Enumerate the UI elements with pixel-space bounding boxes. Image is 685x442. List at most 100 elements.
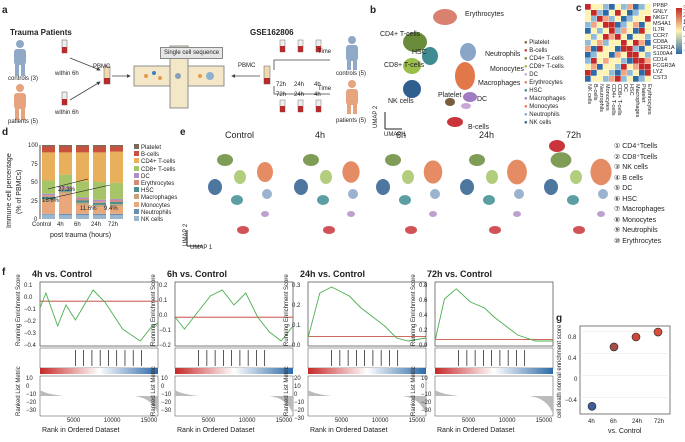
dotplot-xtick: 4h: [588, 419, 595, 425]
umap-e-cluster: [261, 211, 269, 217]
heatmap-cell: [627, 10, 633, 16]
time-bottom-72h: 72h: [276, 92, 287, 98]
time-label-bottom: Time: [318, 86, 332, 92]
heatmap-cell: [639, 52, 645, 58]
dotplot-xtick: 6h: [610, 419, 617, 425]
panel-label-e: e: [180, 127, 186, 138]
time-top-24h: 24h: [294, 82, 305, 88]
stack-segment-b-cells: [76, 146, 89, 153]
stackbar-legend-item: CD8+ T-cells: [134, 165, 175, 173]
dotplot-ytick-2: 0: [574, 377, 578, 383]
annot-27-3: 27.3%: [58, 187, 76, 193]
legend-label: Macrophages: [141, 195, 178, 202]
heatmap-cell: [603, 22, 609, 28]
dot-6h: [609, 342, 619, 352]
gsea-ytick: −0.2: [159, 343, 171, 349]
gsea-ytick: 0.2: [159, 283, 168, 289]
gsea-running-score: [39, 289, 159, 342]
legend-label: HSC: [141, 188, 154, 195]
gsea-title: 4h vs. Control: [32, 269, 93, 279]
heatmap-cell: [585, 28, 591, 34]
heatmap-cell: [615, 16, 621, 22]
heatmap-gene-label: PPBP: [653, 3, 668, 9]
stack-segment-neutrophils: [110, 213, 123, 216]
gsea-ylabel-top: Running Enrichment Score: [16, 274, 22, 346]
umap-e-legend-item: ④ B cells: [614, 174, 643, 182]
gsea-xtick: 15000: [535, 418, 553, 424]
heatmap-cell: [621, 10, 627, 16]
stack-segment-dc: [59, 186, 72, 188]
heatmap-gene-label: CCR7: [653, 33, 668, 39]
gsea-ytick: −0.3: [24, 331, 36, 337]
gsea-bottom-tick: −10: [26, 392, 37, 398]
heatmap-cell: [609, 58, 615, 64]
legend-b-cd8: ● CD8+ T-cells: [524, 64, 564, 70]
umap-e-cluster: [489, 226, 501, 234]
heatmap-cell: [621, 52, 627, 58]
umap-e-cluster: [234, 170, 246, 184]
heatmap-cell: [639, 10, 645, 16]
umap-e-cluster: [570, 170, 582, 184]
heatmap-cell: [639, 70, 645, 76]
gsea-ytick: 0.1: [24, 283, 33, 289]
stackbar-ylabel-2: (% of PBMCs): [16, 169, 23, 214]
gsea-bottom-tick: −30: [161, 408, 172, 414]
heatmap-cell: [645, 58, 651, 64]
heatmap-cell: [591, 52, 597, 58]
heatmap-cell: [615, 64, 621, 70]
stackbar-xtick: Control: [32, 222, 52, 228]
cluster-cd4: [403, 32, 427, 52]
gsea-bottom-tick: −30: [294, 416, 305, 422]
heatmap-cell: [585, 76, 591, 82]
heatmap-cell: [603, 76, 609, 82]
gsea-title: 24h vs. Control: [300, 269, 366, 279]
heatmap-cell: [621, 70, 627, 76]
heatmap-cell: [633, 58, 639, 64]
umap-e-cluster: [294, 179, 308, 195]
controls-count: controls (3): [8, 76, 39, 82]
gsea-ytick: 0.0: [159, 313, 168, 319]
umap-e-legend-item: ⑤ DC: [614, 185, 633, 192]
heatmap-cell: [591, 4, 597, 10]
stack-segment-platelet: [76, 145, 89, 147]
heatmap-gene-label: CST3: [653, 75, 668, 81]
umap-e-legend-item: ⑩ Erythrocytes: [614, 237, 662, 245]
heatmap-cell: [633, 70, 639, 76]
heatmap-cell: [633, 76, 639, 82]
gsea-xtick: 5000: [201, 418, 216, 424]
gsea-bottom-tick: −30: [421, 408, 432, 414]
trauma-patients-title: Trauma Patients: [10, 28, 72, 37]
heatmap-cell: [645, 34, 651, 40]
gsea-ytick: −0.1: [24, 307, 36, 313]
stack-segment-b-cells: [42, 146, 55, 153]
gsea-running-score: [174, 289, 294, 342]
legend-b-erythrocytes: ● Erythrocytes: [524, 80, 563, 86]
gsea-bottom-tick: −30: [26, 408, 37, 414]
gsea-xtick: 10000: [103, 418, 121, 424]
heatmap-cell: [585, 34, 591, 40]
legend-label: DC: [141, 173, 150, 180]
heatmap-col-label: Platelet: [640, 84, 646, 103]
stack-segment-cd8-t-cells: [93, 182, 106, 200]
heatmap-gene-label: LYZ: [653, 69, 663, 75]
heatmap-cell: [645, 4, 651, 10]
heatmap-cell: [645, 40, 651, 46]
heatmap-cell: [633, 22, 639, 28]
scale-m3: −3: [683, 48, 685, 54]
stack-segment-monocytes: [93, 207, 106, 214]
heatmap-cell: [591, 46, 597, 52]
gsea-xtick: 5000: [334, 418, 349, 424]
heatmap-col-label: Neutrophils: [598, 84, 604, 112]
umap-b-label-dc: DC: [477, 96, 488, 103]
heatmap-gene-label: CD14: [653, 57, 668, 63]
stack-segment-cd8-t-cells: [76, 181, 89, 198]
gsea-ylabel-top: Running Enrichment Score: [411, 274, 417, 346]
umap-e-cluster: [513, 211, 521, 217]
heatmap-cell: [645, 28, 651, 34]
stackbar-legend-item: Monocytes: [134, 201, 170, 209]
heatmap-cell: [639, 16, 645, 22]
umap-e-cluster: [430, 189, 440, 199]
time-top-4h: 4h: [314, 82, 321, 88]
heatmap-cell: [591, 40, 597, 46]
heatmap-cell: [603, 10, 609, 16]
